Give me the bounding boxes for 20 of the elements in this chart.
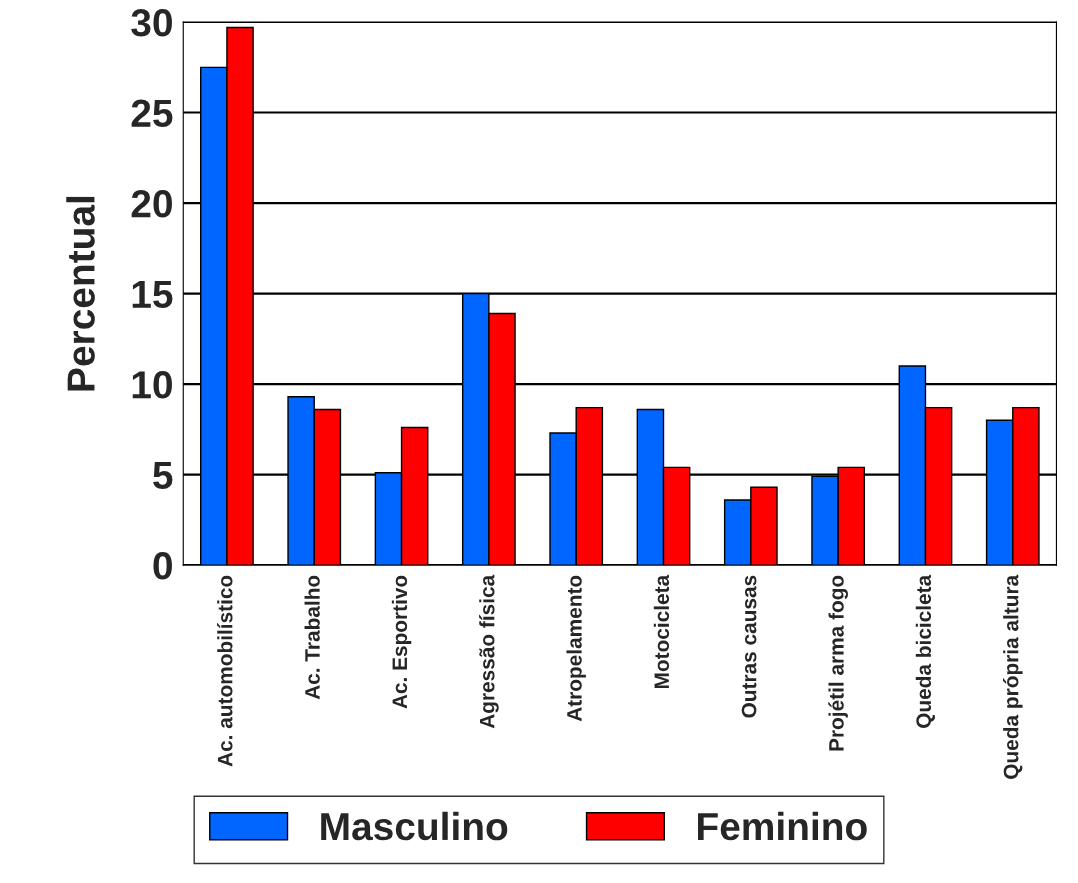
legend-label: Masculino (321, 811, 508, 841)
x-tick-label: Ac. automobilístico (217, 575, 233, 767)
y-tick-label: 5 (153, 461, 173, 490)
y-axis-title: Percentual (66, 196, 95, 391)
x-tick-label: Queda própria altura (1002, 574, 1023, 779)
y-tick-label: 0 (153, 552, 172, 580)
x-tick-label: Atropelamento (566, 575, 586, 722)
x-tick-label: Queda bicicleta (915, 574, 935, 728)
legend-label: Feminino (698, 811, 867, 841)
x-tick-label: Motocicleta (653, 574, 670, 689)
x-tick-label: Agressão física (479, 574, 499, 729)
x-tick-label: Outras causas (741, 575, 757, 718)
y-tick-label: 25 (131, 99, 173, 128)
x-tick-label: Ac. Esportivo (391, 575, 412, 709)
y-tick-label: 10 (132, 371, 172, 399)
y-tick-label: 30 (131, 9, 172, 37)
x-tick-label: Projétil arma fogo (828, 575, 848, 751)
y-tick-label: 20 (131, 190, 172, 218)
y-tick-label: 15 (132, 280, 173, 309)
x-tick-label: Ac. Trabalho (304, 575, 320, 700)
